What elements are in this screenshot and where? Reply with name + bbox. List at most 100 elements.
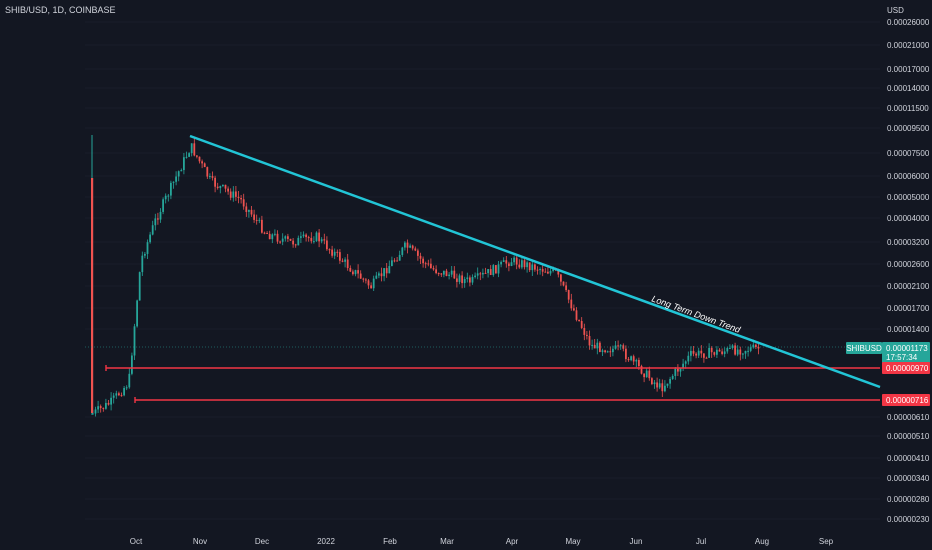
candle xyxy=(92,413,94,415)
candle xyxy=(645,370,648,378)
candle xyxy=(349,268,352,272)
candle xyxy=(474,275,476,278)
candle xyxy=(648,370,651,379)
candle xyxy=(128,373,131,388)
candle xyxy=(219,186,222,189)
candle xyxy=(671,375,674,379)
candle xyxy=(666,383,669,386)
candle xyxy=(242,199,245,207)
y-tick-label: 0.00000510 xyxy=(887,432,930,441)
level-badge-label: 0.00000716 xyxy=(886,396,929,405)
candle xyxy=(531,264,534,271)
candle xyxy=(695,353,697,356)
candle xyxy=(661,383,664,392)
y-tick-label: 0.00011500 xyxy=(887,104,929,113)
candle xyxy=(229,191,232,198)
candle xyxy=(170,182,172,196)
chart-title: SHIB/USD, 1D, COINBASE xyxy=(5,5,116,15)
candle xyxy=(562,281,565,286)
x-tick-label: Sep xyxy=(819,537,834,546)
candle xyxy=(115,393,118,396)
candle xyxy=(476,273,479,276)
candle xyxy=(757,347,760,349)
candle xyxy=(227,188,229,192)
y-tick-label: 0.00007500 xyxy=(887,149,930,158)
candle xyxy=(419,255,422,259)
candle xyxy=(674,368,677,376)
trendline-group[interactable]: Long Term Down Trend xyxy=(189,134,881,389)
candle xyxy=(432,268,435,270)
candle xyxy=(154,218,157,226)
candle xyxy=(388,266,391,274)
candle xyxy=(185,156,188,158)
candle xyxy=(617,345,619,347)
candle xyxy=(731,345,734,348)
candle xyxy=(430,263,432,269)
candle xyxy=(453,270,456,279)
candle xyxy=(261,219,263,233)
x-tick-label: Nov xyxy=(193,537,207,546)
x-tick-label: Aug xyxy=(755,537,769,546)
candle xyxy=(367,280,370,286)
y-tick-label: 0.00017000 xyxy=(887,65,930,74)
candle xyxy=(424,263,427,265)
candle xyxy=(344,259,346,262)
candle xyxy=(307,237,310,239)
candle xyxy=(552,268,554,272)
candle xyxy=(328,249,331,251)
candle xyxy=(567,290,570,300)
candle xyxy=(443,270,445,275)
candle xyxy=(333,251,336,256)
candle xyxy=(638,360,640,367)
candle xyxy=(734,345,736,355)
candle xyxy=(120,395,123,397)
y-tick-label: 0.00009500 xyxy=(887,124,930,133)
x-tick-label: 2022 xyxy=(317,537,335,546)
candle xyxy=(627,359,630,361)
candle xyxy=(593,344,596,349)
candle xyxy=(118,393,120,396)
candle xyxy=(297,237,300,246)
candle xyxy=(203,163,206,168)
candle xyxy=(300,236,302,238)
candle xyxy=(263,232,266,234)
candle xyxy=(625,348,627,360)
candle xyxy=(352,271,354,275)
candle xyxy=(284,236,287,239)
candle xyxy=(495,265,497,274)
candle xyxy=(713,352,716,355)
candle xyxy=(575,310,578,320)
candle xyxy=(404,242,406,248)
y-tick-label: 0.00000280 xyxy=(887,495,930,504)
candle xyxy=(588,335,591,346)
candle xyxy=(591,344,593,346)
support-levels xyxy=(105,365,880,403)
candle xyxy=(599,342,601,352)
candle xyxy=(281,238,284,242)
candle xyxy=(162,199,164,212)
candle xyxy=(274,233,276,235)
candle xyxy=(159,211,162,220)
candle xyxy=(752,344,755,348)
candle xyxy=(612,348,614,353)
candle xyxy=(461,275,463,284)
y-tick-label: 0.00000410 xyxy=(887,454,930,463)
candle xyxy=(463,279,466,284)
candle xyxy=(188,153,190,157)
candle xyxy=(445,270,448,277)
candle xyxy=(716,349,718,355)
candle xyxy=(359,273,362,279)
symbol-badge-label: SHIBUSD xyxy=(846,344,882,353)
candle xyxy=(370,285,372,289)
candle xyxy=(528,262,531,271)
candle xyxy=(456,278,458,282)
candle xyxy=(339,252,341,261)
candle xyxy=(375,275,378,279)
candle xyxy=(744,350,747,354)
candle xyxy=(326,240,328,250)
candle xyxy=(190,143,193,154)
candle xyxy=(279,241,281,243)
last-price-value: 0.00001173 xyxy=(886,344,928,353)
candle xyxy=(253,214,255,220)
